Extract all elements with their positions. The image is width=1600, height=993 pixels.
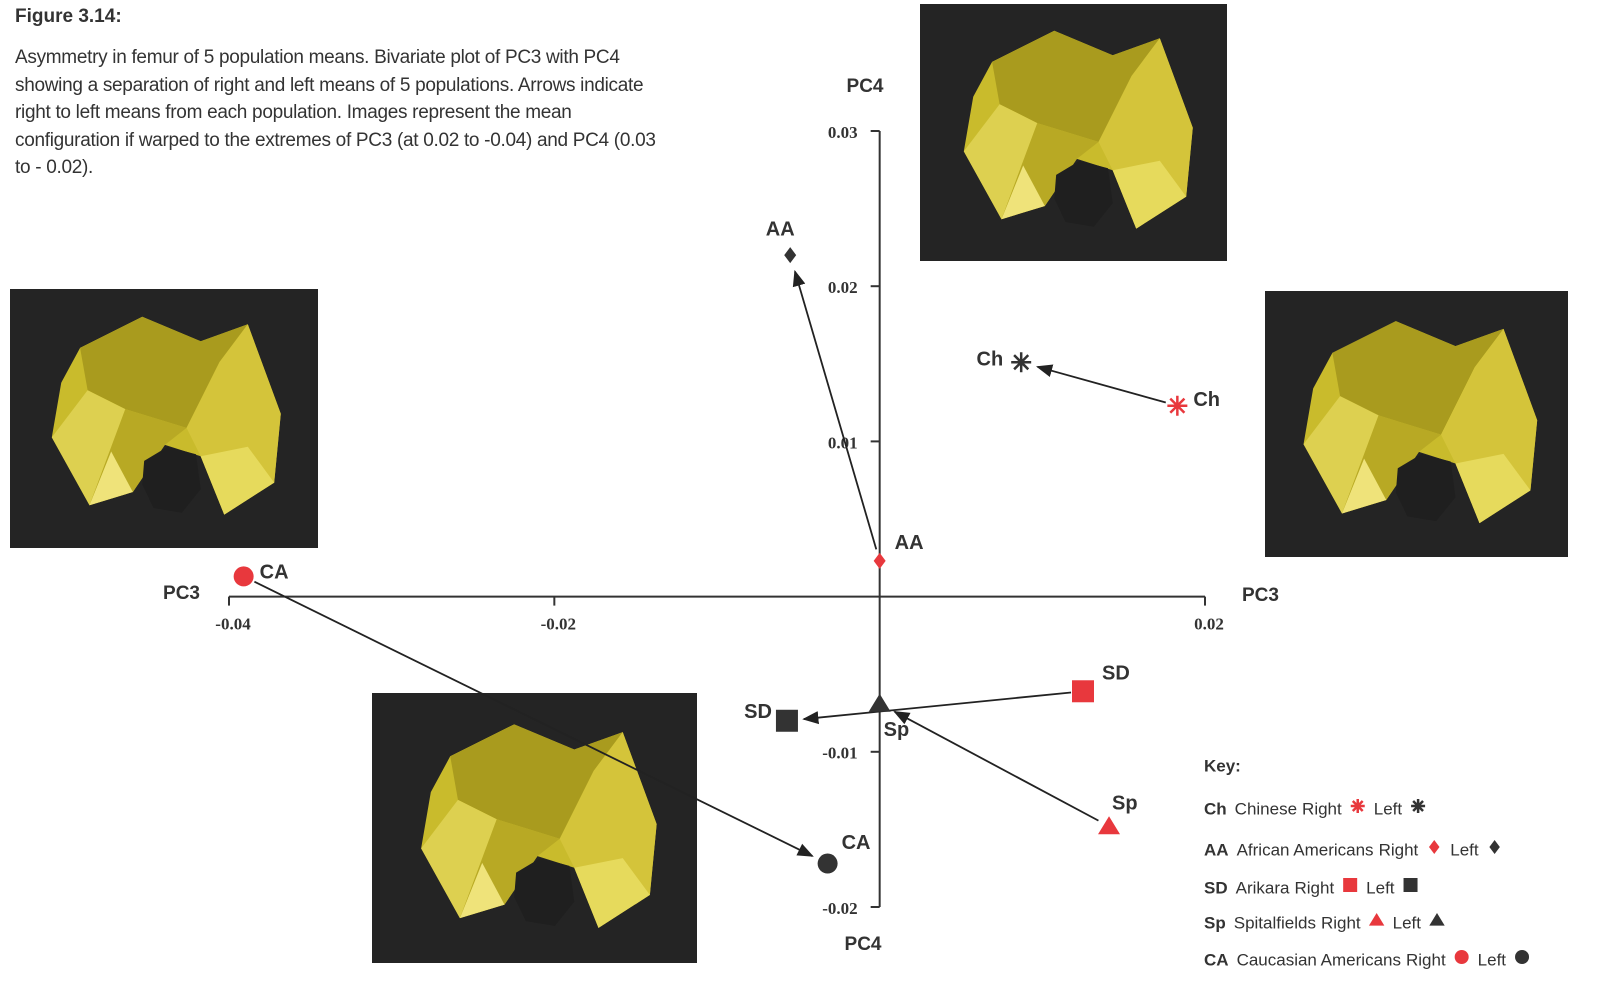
point-label: Sp — [884, 719, 910, 741]
asymmetry-arrow — [254, 580, 814, 857]
legend-abbr: Sp — [1204, 913, 1226, 932]
legend-name: Arikara — [1236, 878, 1290, 897]
legend-title: Key: — [1204, 756, 1241, 775]
femur-shape — [51, 316, 281, 515]
legend-abbr: AA — [1204, 840, 1229, 859]
legend-marker — [1411, 799, 1426, 813]
point — [817, 853, 838, 874]
caption: Asymmetry in femur of 5 population means… — [15, 47, 656, 178]
legend-marker — [1515, 950, 1530, 964]
legend-marker — [1429, 840, 1440, 854]
point — [868, 693, 891, 712]
point — [1167, 395, 1188, 416]
legend-name: Caucasian Americans — [1237, 950, 1401, 969]
legend-right: Right — [1406, 950, 1446, 969]
legend-abbr: Ch — [1204, 799, 1227, 818]
legend-marker — [1489, 840, 1500, 854]
point-label: Ch — [977, 349, 1004, 371]
legend-left: Left — [1393, 913, 1422, 932]
y-tick-label: 0.03 — [828, 123, 858, 142]
legend-marker — [1368, 913, 1385, 926]
legend-left: Left — [1366, 878, 1395, 897]
point — [1011, 352, 1032, 373]
y-axis-title: PC4 — [845, 934, 882, 955]
point-label: AA — [895, 532, 924, 554]
asymmetry-arrow — [802, 691, 1072, 725]
legend-right: Right — [1294, 878, 1334, 897]
femur-shape — [963, 30, 1193, 229]
legend-name: Spitalfields — [1234, 913, 1316, 932]
y-tick-label: 0.01 — [828, 433, 858, 452]
legend-marker — [1429, 913, 1445, 926]
legend-left: Left — [1478, 950, 1507, 969]
asymmetry-arrow — [893, 710, 1099, 822]
x-axis-title: PC3 — [1242, 585, 1279, 606]
x-tick-label: 0.02 — [1194, 615, 1224, 634]
point — [873, 552, 886, 569]
legend-abbr: SD — [1204, 878, 1228, 897]
legend-right: Right — [1321, 913, 1361, 932]
legend-marker — [1343, 878, 1358, 892]
y-tick-label: 0.02 — [828, 278, 858, 297]
point — [1098, 816, 1121, 835]
point-label: AA — [766, 218, 795, 240]
y-tick-label: -0.01 — [822, 744, 857, 763]
legend-left: Left — [1374, 799, 1403, 818]
legend-name: African Americans — [1237, 840, 1374, 859]
point — [784, 247, 797, 264]
x-tick-label: -0.04 — [215, 615, 251, 634]
asymmetry-arrow — [792, 269, 878, 550]
legend-right: Right — [1302, 799, 1342, 818]
legend-marker — [1403, 878, 1418, 892]
point — [233, 566, 254, 587]
legend-name: Chinese — [1235, 799, 1297, 818]
point-label: CA — [260, 562, 289, 584]
point-label: Ch — [1193, 389, 1220, 411]
x-tick-label: -0.02 — [541, 615, 576, 634]
legend-marker — [1350, 799, 1365, 813]
legend-abbr: CA — [1204, 950, 1229, 969]
femur-shape — [1303, 321, 1538, 524]
point-label: SD — [744, 701, 772, 723]
legend-marker — [1454, 950, 1469, 964]
point-label: Sp — [1112, 793, 1138, 815]
point-label: CA — [842, 832, 871, 854]
legend-left: Left — [1450, 840, 1479, 859]
warp-images — [10, 4, 1568, 963]
asymmetry-arrow — [1036, 364, 1167, 404]
point — [1072, 680, 1094, 703]
legend-right: Right — [1379, 840, 1419, 859]
point-label: SD — [1102, 663, 1130, 685]
y-tick-label: -0.02 — [822, 899, 857, 918]
figure-label: Figure 3.14: — [15, 6, 122, 27]
femur-shape — [421, 724, 657, 928]
y-axis-title: PC4 — [847, 76, 884, 97]
point — [775, 709, 798, 732]
x-axis-title: PC3 — [163, 583, 200, 604]
